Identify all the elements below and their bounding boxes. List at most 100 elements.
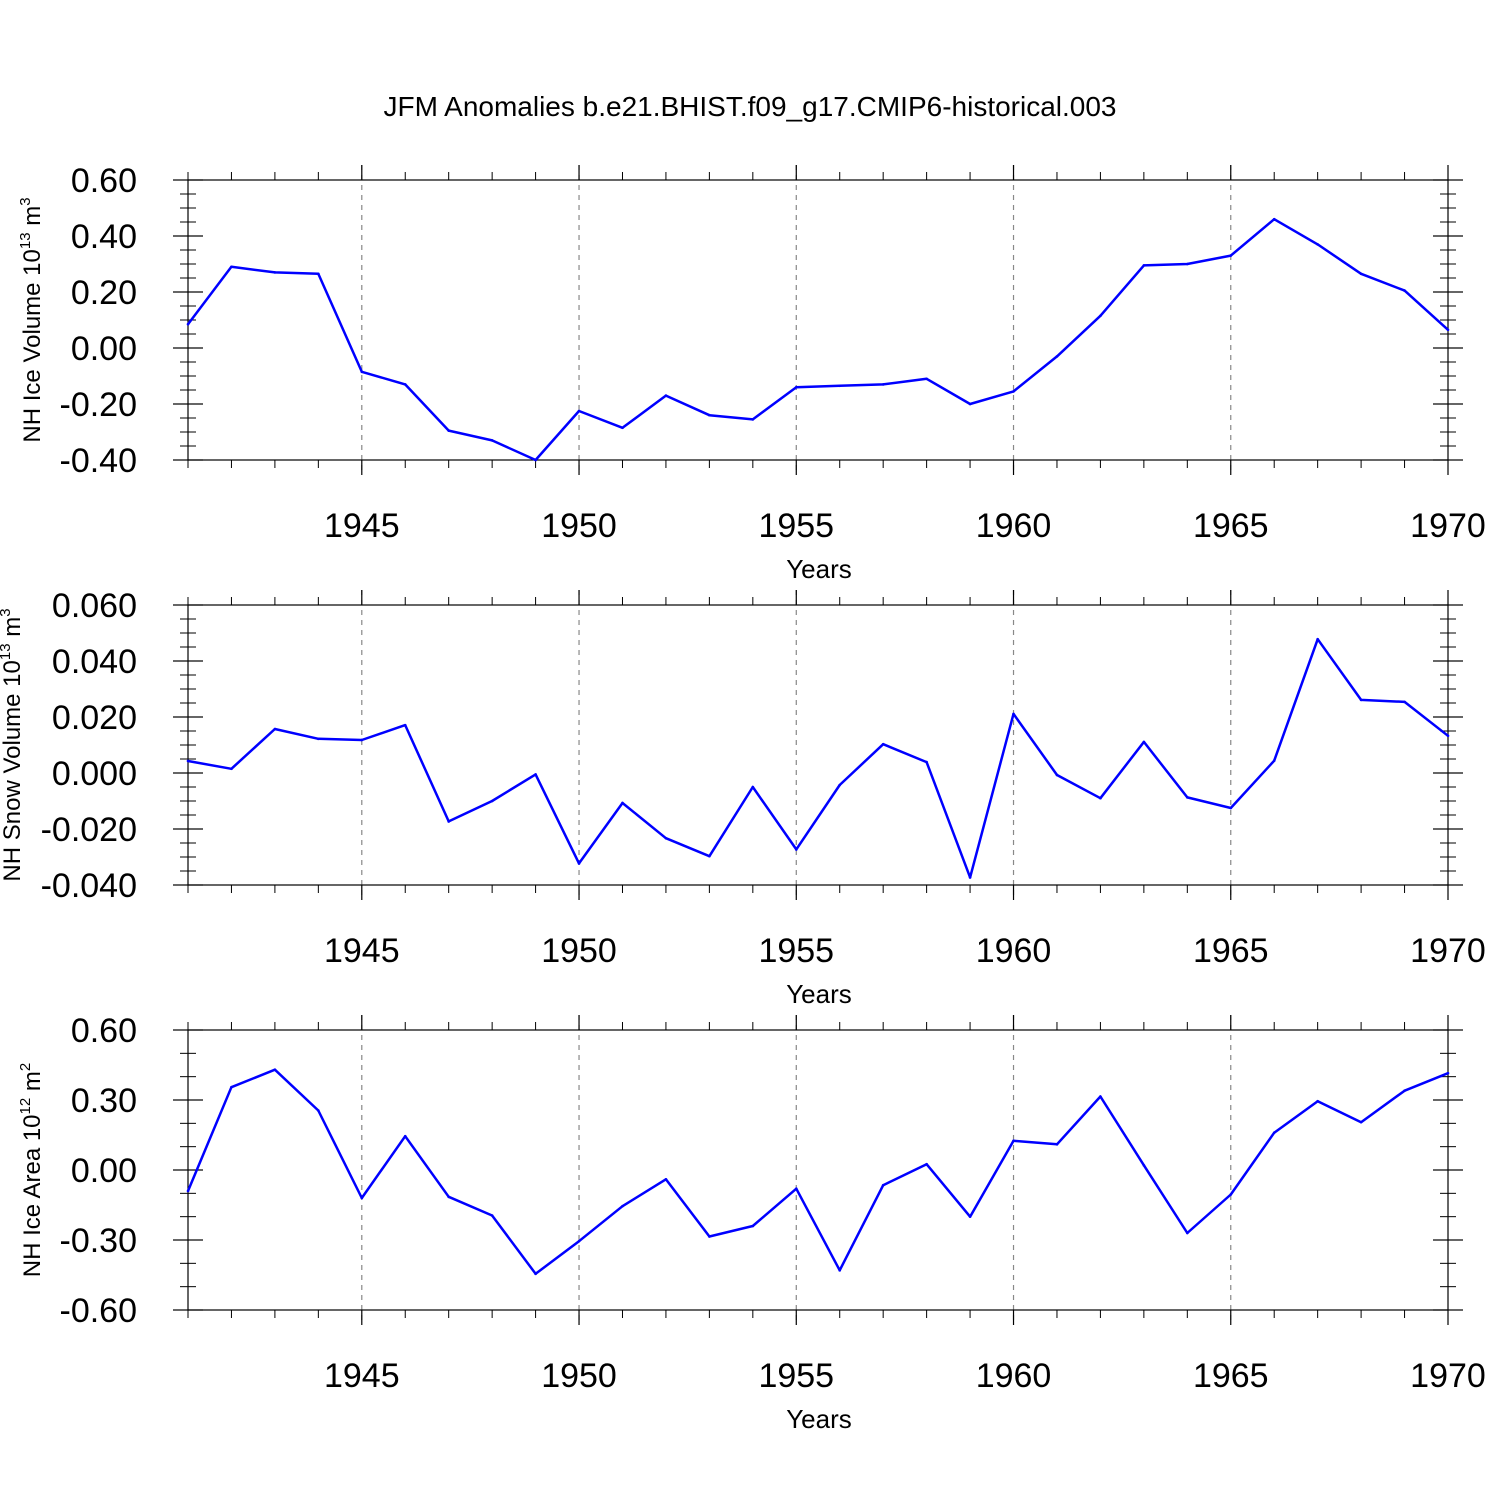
y-axis-title: NH Ice Area 1012 m2 [17, 1063, 46, 1277]
data-point [1446, 328, 1450, 332]
y-tick-label: 0.060 [52, 587, 137, 625]
plot-frame [187, 1029, 1449, 1311]
data-point [403, 1134, 407, 1138]
y-axis-title-text: NH Ice Volume 10 [19, 249, 46, 442]
data-point [403, 723, 407, 727]
data-point [621, 1204, 624, 1208]
data-point [881, 742, 885, 746]
x-tick-label: 1950 [541, 932, 617, 970]
data-point [230, 265, 233, 269]
x-tick-label: 1945 [324, 1357, 400, 1395]
data-point [317, 272, 320, 276]
data-point [838, 1269, 842, 1272]
y-tick-label: -0.040 [41, 867, 137, 905]
y-tick-label: -0.20 [60, 386, 138, 424]
panel-2: 1945 1950 1955 1960 1965 1970 -0.040 -0.020 0.00… [0, 587, 1486, 1009]
y-tick-label: 0.020 [52, 699, 137, 737]
x-tick-label: 1945 [324, 932, 400, 970]
data-point [794, 848, 798, 851]
data-point [881, 1183, 885, 1187]
data-point [881, 383, 885, 386]
data-point [1272, 217, 1276, 221]
data-point [794, 1187, 798, 1190]
data-point [1316, 243, 1319, 246]
x-tick-label: 1950 [541, 1357, 617, 1395]
data-point [1403, 700, 1406, 704]
data-point [186, 1189, 190, 1193]
y-tick-label: -0.020 [41, 811, 137, 849]
data-point [925, 760, 928, 764]
x-tick-label: 1960 [976, 507, 1052, 545]
y-axis-title-text: NH Ice Area 10 [19, 1114, 46, 1277]
data-point [1403, 289, 1406, 292]
data-point [490, 799, 494, 803]
x-tick-label: 1960 [976, 932, 1052, 970]
data-point [1186, 1231, 1189, 1235]
x-tick-label: 1970 [1410, 1357, 1486, 1395]
x-tick-label: 1955 [758, 1357, 834, 1395]
data-point [230, 767, 233, 771]
data-point [708, 1235, 711, 1238]
data-point [534, 458, 537, 462]
data-point [621, 801, 624, 805]
y-tick-label: 0.60 [71, 162, 137, 200]
y-axis-title-superscript: 13 [17, 232, 34, 249]
data-point [317, 1109, 320, 1112]
y-tick-label: -0.30 [60, 1222, 138, 1260]
x-tick-label: 1965 [1193, 1357, 1269, 1395]
data-point [577, 409, 581, 413]
data-point [664, 836, 668, 840]
data-point [186, 759, 190, 763]
data-point [1446, 1071, 1450, 1075]
data-point [1186, 796, 1189, 799]
data-point [577, 862, 581, 865]
data-point [186, 322, 190, 326]
x-tick-label: 1950 [541, 507, 617, 545]
data-point [447, 429, 450, 432]
x-tick-label: 1955 [758, 507, 834, 545]
data-point [1229, 806, 1233, 810]
data-point [1055, 355, 1059, 358]
data-point [838, 384, 842, 388]
data-point [1142, 1164, 1146, 1167]
data-point [1099, 796, 1102, 800]
data-point [1316, 637, 1319, 641]
data-point [708, 413, 711, 417]
data-point [968, 402, 972, 406]
data-point [751, 418, 755, 421]
y-tick-label: 0.040 [52, 643, 137, 681]
data-point [1142, 264, 1146, 267]
x-axis-title: Years [786, 1404, 852, 1434]
data-point [1229, 1193, 1233, 1196]
x-axis-title: Years [786, 979, 852, 1009]
data-point [1229, 254, 1233, 257]
x-tick-label: 1970 [1410, 932, 1486, 970]
data-point [1012, 1139, 1015, 1143]
data-point [1316, 1099, 1319, 1103]
data-point [925, 1162, 928, 1166]
y-tick-label: 0.40 [71, 218, 137, 256]
data-point [1446, 734, 1450, 738]
y-tick-label: 0.30 [71, 1082, 137, 1120]
y-axis-title: NH Snow Volume 1013 m3 [0, 608, 26, 881]
data-point [1055, 773, 1059, 777]
y-tick-label: 0.60 [71, 1012, 137, 1050]
data-point [1012, 390, 1015, 393]
data-point [1055, 1143, 1059, 1146]
data-point [838, 783, 842, 787]
data-point [273, 1068, 277, 1071]
series-line [187, 217, 1449, 462]
data-point [577, 1239, 581, 1243]
y-tick-label: 0.00 [71, 330, 137, 368]
data-point [1272, 1131, 1276, 1134]
series-line [187, 637, 1449, 879]
data-point [1272, 759, 1276, 762]
data-point [230, 1085, 233, 1089]
data-point [968, 876, 972, 879]
data-point [1142, 740, 1146, 744]
y-tick-label: 0.00 [71, 1152, 137, 1190]
x-tick-label: 1965 [1193, 932, 1269, 970]
x-tick-label: 1960 [976, 1357, 1052, 1395]
